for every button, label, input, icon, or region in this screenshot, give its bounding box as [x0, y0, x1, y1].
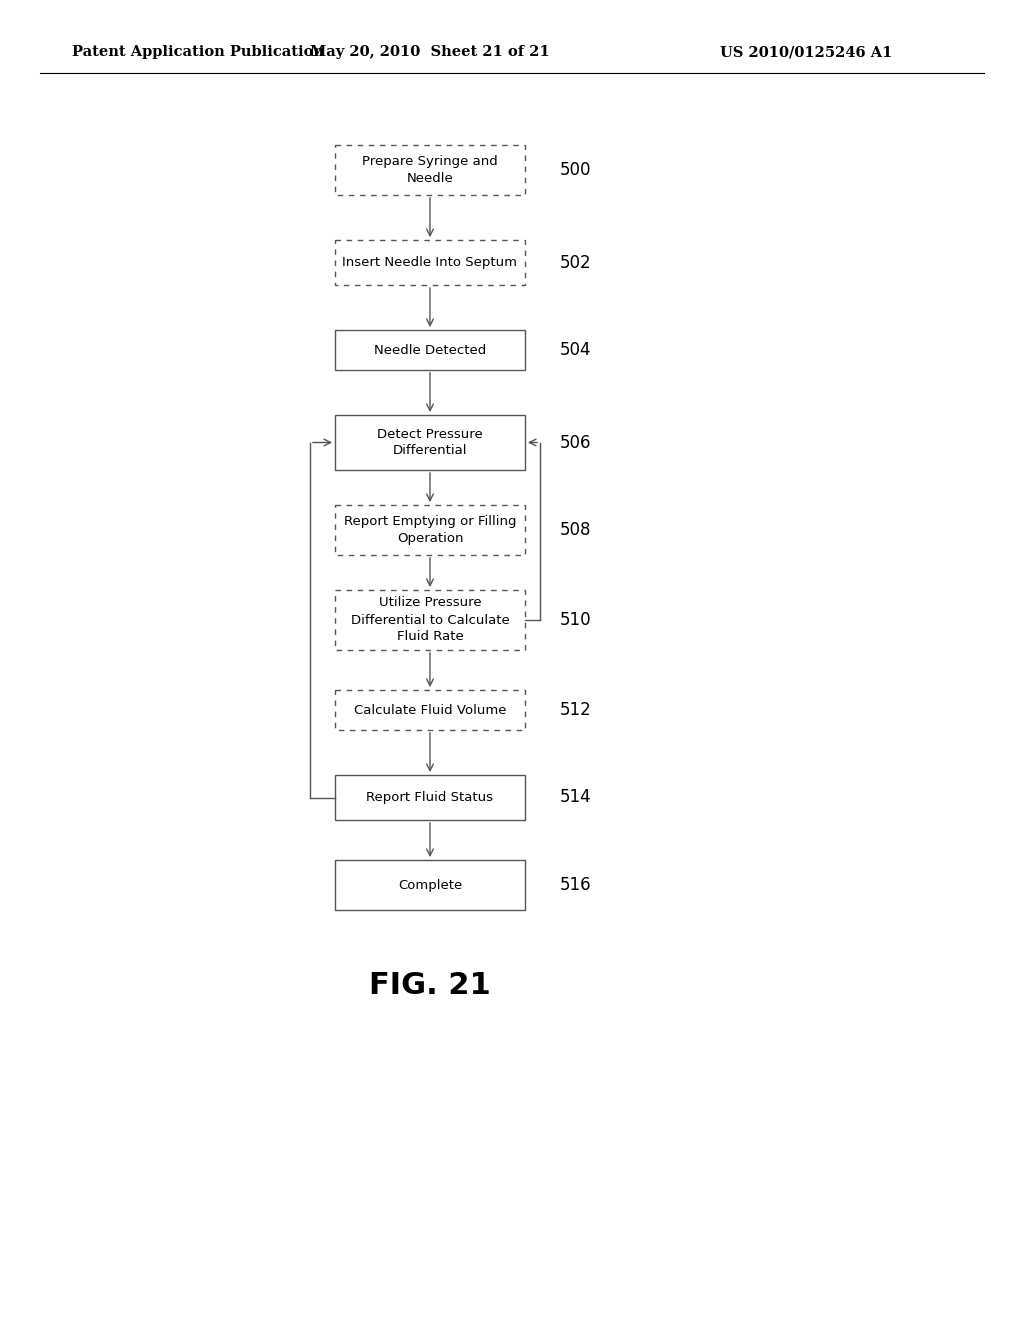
Text: Prepare Syringe and
Needle: Prepare Syringe and Needle [362, 154, 498, 185]
Text: Report Emptying or Filling
Operation: Report Emptying or Filling Operation [344, 515, 516, 545]
Text: 502: 502 [560, 253, 592, 272]
Text: 516: 516 [560, 876, 592, 894]
Text: US 2010/0125246 A1: US 2010/0125246 A1 [720, 45, 892, 59]
Bar [335, 506, 525, 554]
Bar [335, 690, 525, 730]
Text: Utilize Pressure
Differential to Calculate
Fluid Rate: Utilize Pressure Differential to Calcula… [350, 597, 509, 644]
Text: Insert Needle Into Septum: Insert Needle Into Septum [342, 256, 517, 269]
Bar [335, 590, 525, 649]
Text: 508: 508 [560, 521, 592, 539]
Bar [335, 145, 525, 195]
Bar [335, 414, 525, 470]
Text: 504: 504 [560, 341, 592, 359]
Text: 506: 506 [560, 433, 592, 451]
Text: 500: 500 [560, 161, 592, 180]
Bar [335, 861, 525, 909]
Text: Report Fluid Status: Report Fluid Status [367, 791, 494, 804]
Text: 514: 514 [560, 788, 592, 807]
Text: 510: 510 [560, 611, 592, 630]
Bar [335, 330, 525, 370]
Text: May 20, 2010  Sheet 21 of 21: May 20, 2010 Sheet 21 of 21 [310, 45, 550, 59]
Text: Calculate Fluid Volume: Calculate Fluid Volume [353, 704, 506, 717]
Text: Needle Detected: Needle Detected [374, 343, 486, 356]
Text: 512: 512 [560, 701, 592, 719]
Text: Detect Pressure
Differential: Detect Pressure Differential [377, 428, 483, 458]
Text: FIG. 21: FIG. 21 [369, 970, 490, 999]
Bar [335, 240, 525, 285]
Bar [335, 775, 525, 820]
Text: Patent Application Publication: Patent Application Publication [72, 45, 324, 59]
Text: Complete: Complete [398, 879, 462, 891]
